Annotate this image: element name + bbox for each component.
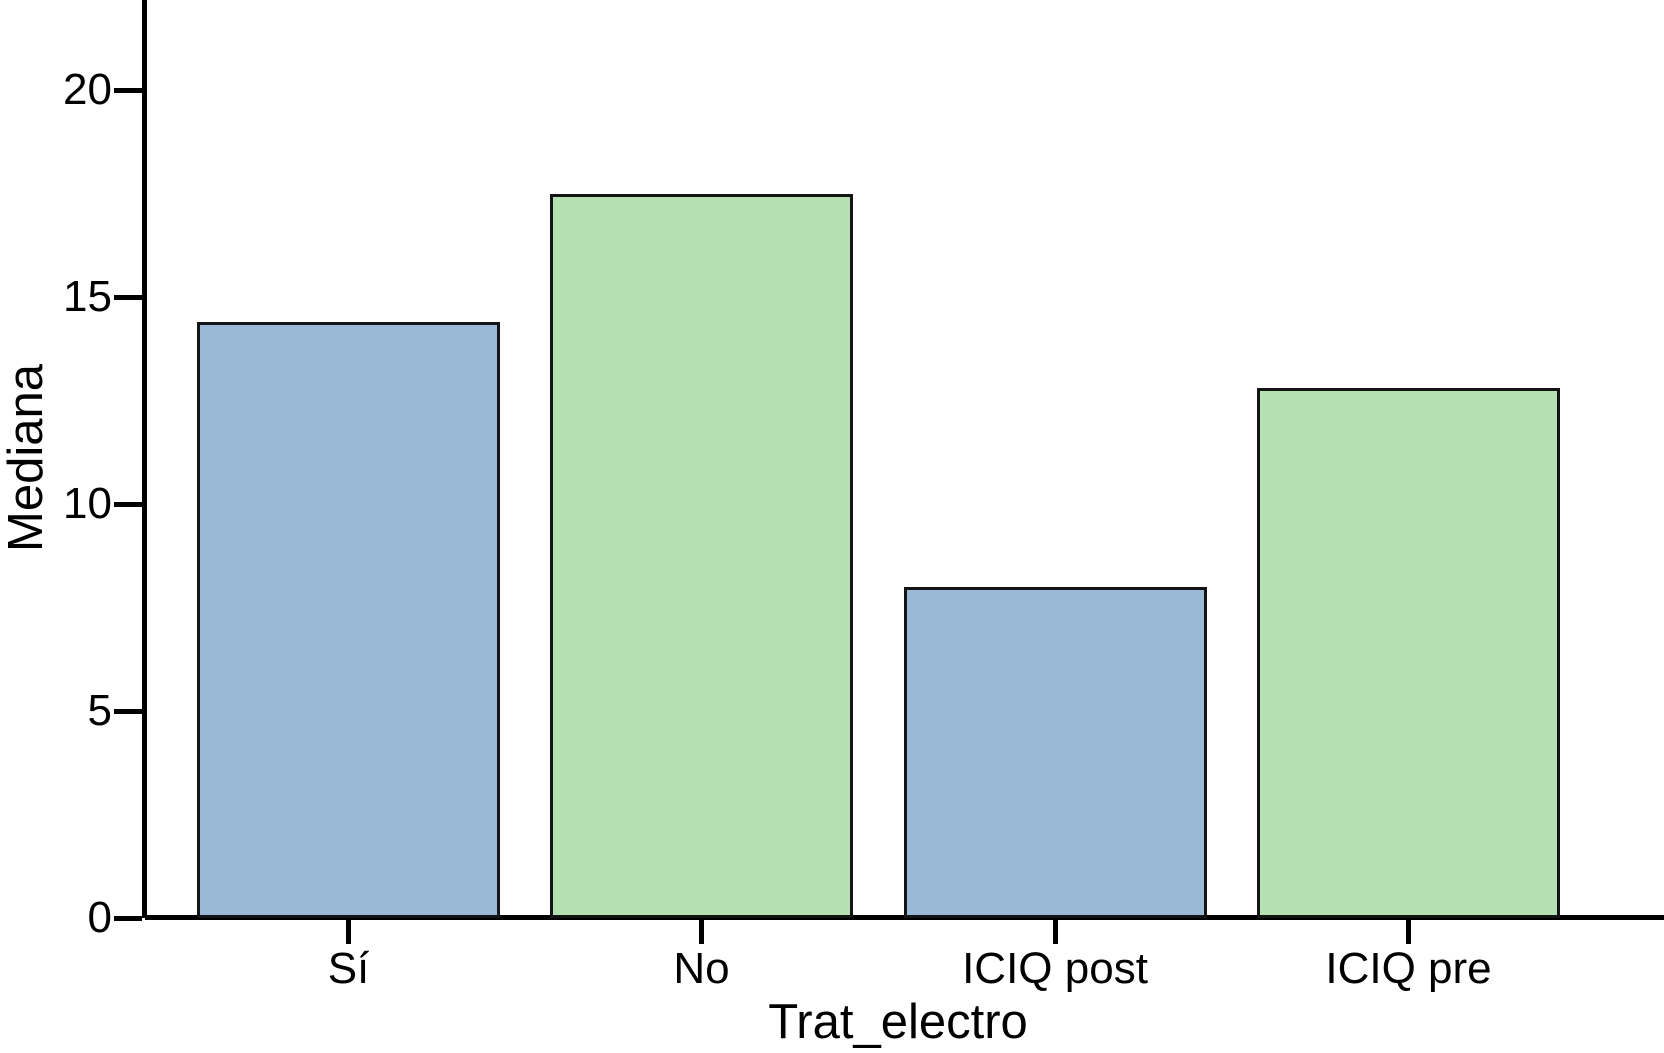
- y-tick-label-10: 10: [63, 479, 112, 528]
- x-axis-title: Trat_electro: [768, 995, 1028, 1049]
- x-tick-label-iciq-pre: ICIQ pre: [1325, 944, 1492, 993]
- y-axis-line: [142, 0, 147, 918]
- y-tick-label-20: 20: [63, 65, 112, 114]
- y-tick-label-5: 5: [87, 686, 112, 735]
- x-tick-label-sí: Sí: [327, 944, 370, 993]
- x-tick-iciq-pre: [1406, 918, 1411, 944]
- x-tick-sí: [346, 918, 351, 944]
- x-tick-iciq-post: [1052, 918, 1058, 944]
- x-tick-label-iciq-post: ICIQ post: [962, 944, 1148, 993]
- y-tick-10: [114, 501, 142, 507]
- x-tick-label-no: No: [673, 944, 730, 993]
- y-tick-label-0: 0: [87, 893, 112, 942]
- bar-no: [550, 193, 853, 918]
- y-tick-label-15: 15: [63, 272, 112, 321]
- x-tick-no: [699, 918, 704, 944]
- y-tick-20: [114, 87, 142, 93]
- bar-iciq-post: [903, 586, 1207, 918]
- bar-iciq-pre: [1257, 388, 1560, 918]
- y-tick-0: [114, 915, 142, 921]
- bar-sí: [197, 321, 500, 918]
- y-tick-15: [114, 294, 142, 300]
- y-tick-5: [114, 708, 142, 714]
